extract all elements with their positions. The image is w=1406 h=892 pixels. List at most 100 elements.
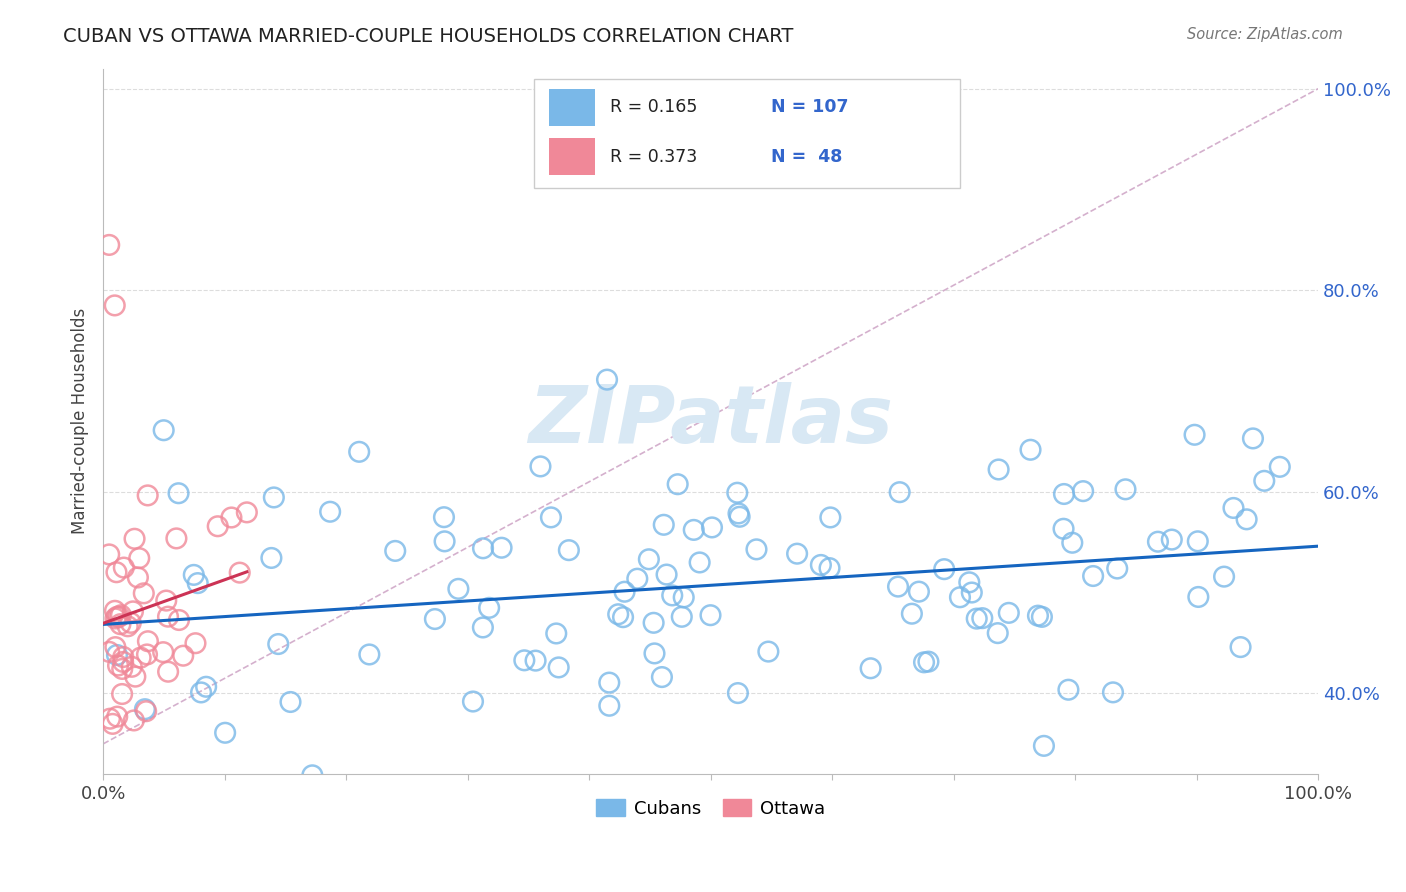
Point — [1071, 484, 1094, 499]
Point — [104, 640, 127, 654]
Point — [129, 650, 152, 665]
Point — [214, 725, 236, 739]
Point — [1114, 483, 1136, 497]
Point — [524, 654, 547, 668]
Point — [155, 593, 177, 607]
Point — [598, 698, 620, 713]
Point — [236, 505, 259, 519]
Point — [558, 543, 581, 558]
Point — [98, 712, 121, 726]
Point — [626, 572, 648, 586]
Point — [889, 485, 911, 500]
Point — [124, 670, 146, 684]
Point — [478, 600, 501, 615]
Point — [98, 238, 121, 252]
Point — [111, 662, 134, 676]
Point — [818, 561, 841, 575]
Point — [152, 645, 174, 659]
Point — [263, 491, 285, 505]
Point — [643, 615, 665, 630]
Point — [612, 610, 634, 624]
Point — [136, 488, 159, 502]
Point — [1107, 561, 1129, 575]
Point — [134, 702, 156, 716]
Point — [433, 534, 456, 549]
Point — [987, 462, 1010, 476]
Text: R = 0.165: R = 0.165 — [610, 98, 697, 116]
Point — [672, 591, 695, 605]
Point — [124, 532, 146, 546]
Point — [132, 586, 155, 600]
Point — [112, 655, 135, 669]
Point — [105, 566, 128, 580]
Point — [104, 611, 127, 625]
Point — [1032, 739, 1054, 753]
Point — [949, 591, 972, 605]
Point — [547, 660, 569, 674]
Point — [637, 552, 659, 566]
Point — [966, 612, 988, 626]
Point — [184, 636, 207, 650]
Text: N = 107: N = 107 — [772, 98, 849, 116]
Point — [901, 607, 924, 621]
Point — [423, 612, 446, 626]
Point — [887, 580, 910, 594]
Point — [136, 634, 159, 648]
Point — [1268, 459, 1291, 474]
Text: ZIPatlas: ZIPatlas — [529, 383, 893, 460]
Point — [745, 542, 768, 557]
Point — [689, 556, 711, 570]
FancyBboxPatch shape — [548, 138, 595, 175]
Point — [1062, 535, 1084, 549]
Point — [607, 607, 630, 622]
Point — [1102, 685, 1125, 699]
Point — [725, 485, 748, 500]
FancyBboxPatch shape — [534, 79, 960, 188]
Point — [190, 685, 212, 699]
Point — [280, 695, 302, 709]
Point — [1229, 640, 1251, 654]
Point — [917, 655, 939, 669]
Point — [652, 517, 675, 532]
Point — [228, 566, 250, 580]
Point — [112, 560, 135, 574]
Point — [596, 373, 619, 387]
Text: Source: ZipAtlas.com: Source: ZipAtlas.com — [1187, 27, 1343, 42]
Point — [727, 507, 749, 521]
Point — [157, 609, 180, 624]
Point — [260, 551, 283, 566]
Point — [1253, 474, 1275, 488]
Point — [195, 680, 218, 694]
Point — [699, 608, 721, 623]
Point — [471, 620, 494, 634]
Point — [347, 445, 370, 459]
Point — [912, 656, 935, 670]
Point — [859, 661, 882, 675]
Point — [1160, 533, 1182, 547]
Point — [128, 551, 150, 566]
Point — [267, 637, 290, 651]
Point — [98, 548, 121, 562]
Point — [183, 567, 205, 582]
Point — [121, 660, 143, 674]
Point — [105, 709, 128, 723]
Legend: Cubans, Ottawa: Cubans, Ottawa — [589, 792, 832, 825]
Point — [165, 532, 187, 546]
Point — [728, 509, 751, 524]
Point — [1081, 569, 1104, 583]
Point — [1236, 512, 1258, 526]
Point — [110, 608, 132, 623]
Point — [1031, 610, 1053, 624]
Point — [671, 609, 693, 624]
Point — [997, 606, 1019, 620]
Point — [810, 558, 832, 572]
Point — [908, 584, 931, 599]
Point — [960, 585, 983, 599]
Point — [987, 626, 1010, 640]
Point — [598, 675, 620, 690]
Point — [472, 541, 495, 556]
Point — [105, 609, 128, 624]
Point — [104, 298, 127, 312]
Point — [221, 510, 243, 524]
Point — [700, 520, 723, 534]
